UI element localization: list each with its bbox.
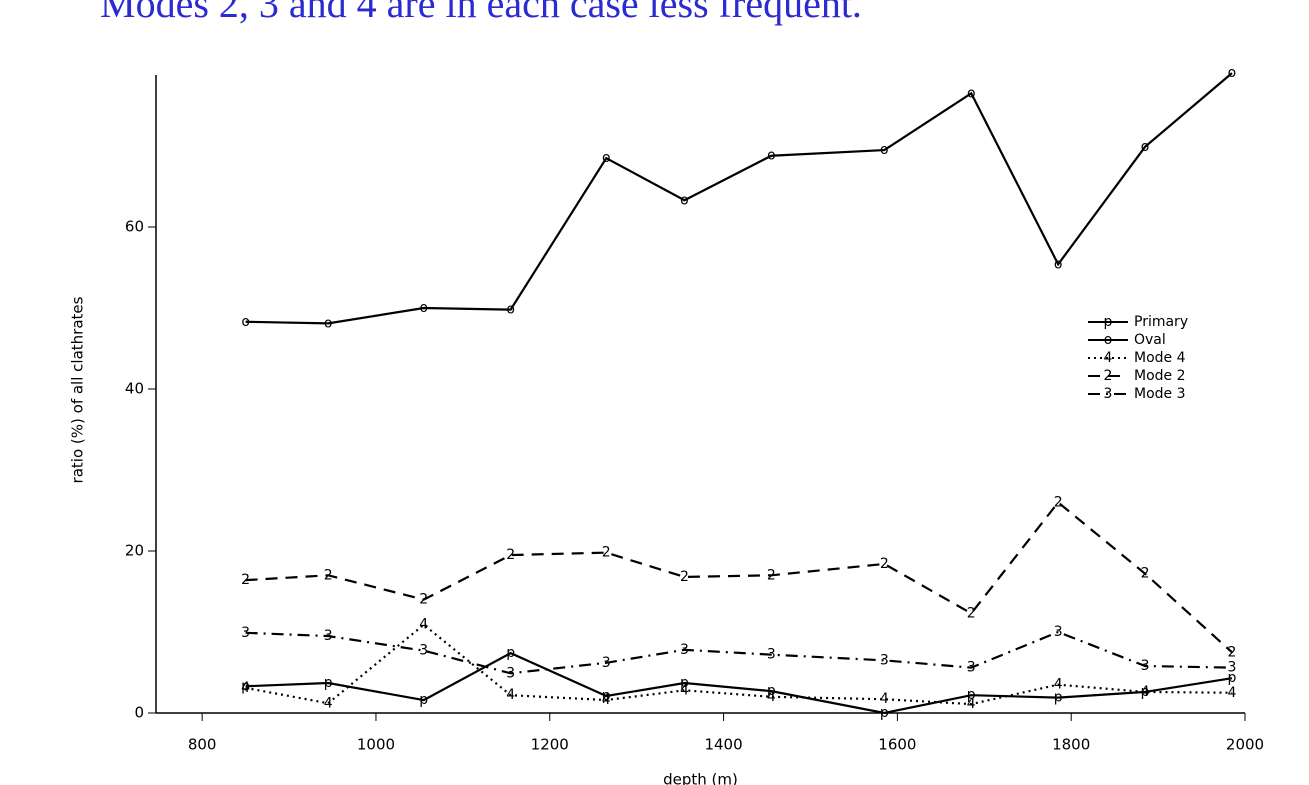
point-marker: 3 (767, 647, 776, 663)
point-marker: 2 (680, 569, 689, 585)
point-marker: 4 (680, 682, 689, 698)
point-marker: p (880, 705, 889, 721)
point-marker: 4 (419, 617, 428, 633)
point-marker: p (680, 675, 689, 691)
point-marker: 2 (1054, 494, 1063, 510)
x-axis-label: depth (m) (663, 771, 738, 785)
point-marker: 3 (1054, 624, 1063, 640)
point-marker: 2 (767, 567, 776, 583)
series-line (245, 630, 1232, 675)
point-marker: 4 (241, 680, 250, 696)
point-marker: o (1141, 139, 1150, 155)
x-tick-label: 1000 (357, 736, 395, 754)
series-line (245, 651, 1233, 715)
legend-label: Mode 3 (1134, 386, 1186, 402)
point-marker: 4 (506, 687, 515, 703)
point-marker: o (880, 142, 889, 158)
point-marker: o (1228, 65, 1237, 81)
point-marker: 3 (680, 642, 689, 658)
point-marker: 2 (1141, 566, 1150, 582)
point-marker: p (506, 645, 515, 661)
legend-label: Mode 4 (1134, 350, 1186, 366)
point-marker: 2 (506, 547, 515, 563)
point-marker: p (1054, 690, 1063, 706)
y-tick-label: 0 (134, 704, 144, 722)
y-tick-label: 20 (125, 542, 144, 560)
series-line (245, 72, 1233, 325)
point-marker: 3 (967, 660, 976, 676)
point-marker: p (1228, 670, 1237, 686)
point-marker: 2 (880, 556, 889, 572)
point-marker: 4 (1054, 677, 1063, 693)
point-marker: p (1141, 684, 1150, 700)
point-marker: p (767, 683, 776, 699)
point-marker: p (419, 692, 428, 708)
point-marker: o (419, 300, 428, 316)
point-marker: 3 (880, 652, 889, 668)
point-marker: o (506, 302, 515, 318)
series-line (245, 500, 1233, 654)
point-marker: p (324, 675, 333, 691)
x-tick-label: 1200 (531, 736, 569, 754)
point-marker: 2 (1228, 644, 1237, 660)
legend-marker: o (1104, 332, 1113, 348)
point-marker: 3 (602, 655, 611, 671)
x-tick-label: 1600 (878, 736, 916, 754)
point-marker: o (324, 315, 333, 331)
x-tick-label: 2000 (1226, 736, 1264, 754)
y-axis-label: ratio (%) of all clathrates (69, 296, 87, 483)
point-marker: p (241, 678, 250, 694)
point-marker: 4 (324, 695, 333, 711)
legend-label: Oval (1134, 332, 1166, 348)
x-tick-label: 1800 (1052, 736, 1090, 754)
point-marker: o (1054, 256, 1063, 272)
point-marker: 3 (1228, 660, 1237, 676)
point-marker: 4 (767, 689, 776, 705)
point-marker: 4 (602, 692, 611, 708)
point-marker: o (241, 314, 250, 330)
legend-marker: 3 (1104, 386, 1113, 402)
point-marker: 2 (324, 567, 333, 583)
point-marker: 2 (967, 605, 976, 621)
point-marker: 3 (506, 665, 515, 681)
legend-label: Primary (1134, 314, 1188, 330)
point-marker: o (967, 85, 976, 101)
chart-title: Modes 2, 3 and 4 are in each case less f… (100, 0, 862, 26)
series-line (245, 623, 1232, 706)
point-marker: 3 (324, 628, 333, 644)
legend-label: Mode 2 (1134, 368, 1186, 384)
point-marker: 4 (880, 691, 889, 707)
point-marker: 2 (419, 592, 428, 608)
point-marker: o (602, 150, 611, 166)
x-tick-label: 800 (188, 736, 217, 754)
point-marker: o (767, 148, 776, 164)
legend-marker: 4 (1104, 350, 1113, 366)
point-marker: 4 (967, 696, 976, 712)
legend-marker: 2 (1104, 368, 1113, 384)
legend-marker: p (1104, 314, 1113, 330)
point-marker: 3 (419, 643, 428, 659)
x-tick-label: 1400 (704, 736, 742, 754)
point-marker: 2 (241, 572, 250, 588)
point-marker: p (967, 687, 976, 703)
y-tick-label: 40 (125, 380, 144, 398)
point-marker: 2 (602, 545, 611, 561)
point-marker: 3 (1141, 658, 1150, 674)
point-marker: p (602, 688, 611, 704)
point-marker: 4 (1228, 685, 1237, 701)
point-marker: 4 (1141, 684, 1150, 700)
point-marker: o (680, 192, 689, 208)
y-tick-label: 60 (125, 218, 144, 236)
point-marker: 3 (241, 625, 250, 641)
